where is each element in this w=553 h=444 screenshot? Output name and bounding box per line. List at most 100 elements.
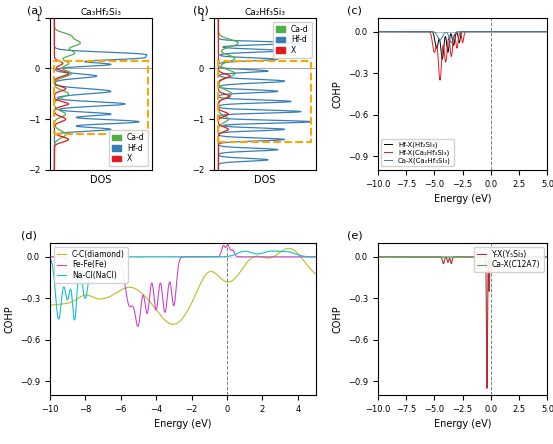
Fe-Fe(Fe) [169, 294, 175, 300]
Fe-Fe(Fe) [312, 254, 319, 259]
Ca-X(C12A7) [383, 254, 390, 259]
Hf-X(Ca₂Hf₃Si₃) [437, 77, 444, 83]
Legend: Y-X(Y₅Si₃), Ca-X(C12A7): Y-X(Y₅Si₃), Ca-X(C12A7) [474, 247, 544, 273]
Y-X(Y₅Si₃) [452, 254, 459, 259]
Ca-X(C12A7) [452, 254, 459, 259]
Bar [218, 61, 311, 142]
Y-axis label: COHP: COHP [332, 80, 342, 108]
Legend: Hf-X(Hf₂Si₃), Hf-X(Ca₂Hf₃Si₃), Ca-X(Ca₂Hf₃Si₃): Hf-X(Hf₂Si₃), Hf-X(Ca₂Hf₃Si₃), Ca-X(Ca₂H… [381, 139, 453, 166]
Hf-X(Ca₂Hf₃Si₃) [388, 29, 394, 34]
C-C(diamond) [170, 322, 176, 327]
Line: Y-X(Y₅Si₃): Y-X(Y₅Si₃) [378, 257, 547, 388]
Hf-X(Ca₂Hf₃Si₃) [453, 44, 460, 49]
Ca-X(Ca₂Hf₃Si₃) [394, 29, 401, 34]
Fe-Fe(Fe) [176, 259, 182, 265]
Y-X(Y₅Si₃) [544, 254, 551, 259]
Ca-X(C12A7) [374, 254, 381, 259]
Na-Cl(NaCl) [305, 254, 311, 259]
Y-X(Y₅Si₃) [374, 254, 381, 259]
Hf-X(Hf₂Si₃) [374, 29, 381, 34]
Line: Na-Cl(NaCl): Na-Cl(NaCl) [50, 251, 316, 320]
Text: (e): (e) [347, 230, 363, 240]
Legend: Ca-d, Hf-d, X: Ca-d, Hf-d, X [273, 22, 312, 58]
C-C(diamond) [46, 302, 53, 308]
Na-Cl(NaCl) [71, 317, 78, 323]
Fe-Fe(Fe) [60, 255, 67, 260]
Ca-X(C12A7) [539, 254, 546, 259]
Y-X(Y₅Si₃) [539, 254, 546, 259]
X-axis label: DOS: DOS [90, 175, 111, 186]
Hf-X(Ca₂Hf₃Si₃) [450, 36, 457, 41]
Legend: Ca-d, Hf-d, X: Ca-d, Hf-d, X [109, 130, 148, 166]
Fe-Fe(Fe) [305, 254, 311, 259]
Hf-X(Ca₂Hf₃Si₃) [471, 29, 478, 34]
Legend: C-C(diamond), Fe-Fe(Fe), Na-Cl(NaCl): C-C(diamond), Fe-Fe(Fe), Na-Cl(NaCl) [54, 247, 128, 283]
C-C(diamond) [312, 271, 319, 277]
Ca-X(Ca₂Hf₃Si₃) [450, 36, 457, 41]
Hf-X(Hf₂Si₃) [471, 29, 478, 34]
Ca-X(Ca₂Hf₃Si₃) [544, 29, 551, 34]
Title: Ca₃Hf₂Si₃: Ca₃Hf₂Si₃ [80, 8, 121, 17]
Fe-Fe(Fe) [46, 254, 53, 259]
Fe-Fe(Fe) [305, 254, 311, 259]
C-C(diamond) [305, 263, 311, 269]
C-C(diamond) [305, 264, 311, 269]
Hf-X(Hf₂Si₃) [447, 35, 453, 40]
Na-Cl(NaCl) [46, 255, 53, 261]
Na-Cl(NaCl) [312, 254, 319, 259]
Fe-Fe(Fe) [134, 324, 141, 329]
Hf-X(Ca₂Hf₃Si₃) [500, 29, 507, 34]
Na-Cl(NaCl) [305, 254, 311, 259]
Na-Cl(NaCl) [60, 285, 67, 290]
Text: (a): (a) [27, 5, 43, 15]
Line: Hf-X(Hf₂Si₃): Hf-X(Hf₂Si₃) [378, 32, 547, 59]
Ca-X(Ca₂Hf₃Si₃) [471, 29, 478, 34]
Ca-X(Ca₂Hf₃Si₃) [448, 40, 455, 45]
Y-axis label: COHP: COHP [4, 305, 14, 333]
Y-X(Y₅Si₃) [508, 254, 515, 259]
Fe-Fe(Fe) [256, 254, 263, 259]
Line: Ca-X(Ca₂Hf₃Si₃): Ca-X(Ca₂Hf₃Si₃) [378, 32, 547, 43]
Ca-X(Ca₂Hf₃Si₃) [388, 29, 394, 34]
Y-X(Y₅Si₃) [539, 254, 546, 259]
X-axis label: Energy (eV): Energy (eV) [154, 420, 211, 429]
Y-X(Y₅Si₃) [383, 254, 390, 259]
Hf-X(Ca₂Hf₃Si₃) [374, 29, 381, 34]
Ca-X(C12A7) [539, 254, 546, 259]
Hf-X(Ca₂Hf₃Si₃) [544, 29, 551, 34]
Line: C-C(diamond): C-C(diamond) [50, 248, 316, 325]
Ca-X(Ca₂Hf₃Si₃) [453, 29, 460, 35]
Na-Cl(NaCl) [269, 248, 276, 254]
Text: (b): (b) [194, 5, 209, 15]
Y-X(Y₅Si₃) [484, 385, 491, 391]
Hf-X(Hf₂Si₃) [497, 29, 503, 34]
Ca-X(C12A7) [544, 254, 551, 259]
Hf-X(Hf₂Si₃) [453, 30, 460, 35]
Fe-Fe(Fe) [225, 242, 231, 247]
Line: Fe-Fe(Fe): Fe-Fe(Fe) [50, 245, 316, 326]
Y-axis label: COHP: COHP [332, 305, 342, 333]
Hf-X(Hf₂Si₃) [450, 43, 457, 48]
Text: (c): (c) [347, 5, 362, 15]
Hf-X(Ca₂Hf₃Si₃) [447, 43, 453, 48]
X-axis label: Energy (eV): Energy (eV) [434, 194, 492, 204]
C-C(diamond) [285, 246, 292, 251]
Y-X(Y₅Si₃) [457, 254, 463, 259]
Line: Ca-X(C12A7): Ca-X(C12A7) [378, 257, 547, 262]
Na-Cl(NaCl) [176, 254, 182, 259]
Ca-X(C12A7) [508, 258, 515, 263]
Na-Cl(NaCl) [169, 254, 175, 259]
C-C(diamond) [176, 319, 182, 325]
Text: (d): (d) [20, 230, 36, 240]
Ca-X(Ca₂Hf₃Si₃) [529, 29, 536, 34]
Ca-X(C12A7) [504, 260, 511, 265]
Bar [54, 61, 148, 135]
Ca-X(Ca₂Hf₃Si₃) [446, 37, 453, 43]
Na-Cl(NaCl) [256, 251, 263, 257]
Title: Ca₂Hf₃Si₃: Ca₂Hf₃Si₃ [244, 8, 285, 17]
Hf-X(Hf₂Si₃) [388, 29, 394, 34]
Line: Hf-X(Ca₂Hf₃Si₃): Hf-X(Ca₂Hf₃Si₃) [378, 32, 547, 80]
Hf-X(Hf₂Si₃) [394, 29, 401, 34]
Ca-X(C12A7) [457, 254, 463, 259]
Ca-X(Ca₂Hf₃Si₃) [374, 29, 381, 34]
